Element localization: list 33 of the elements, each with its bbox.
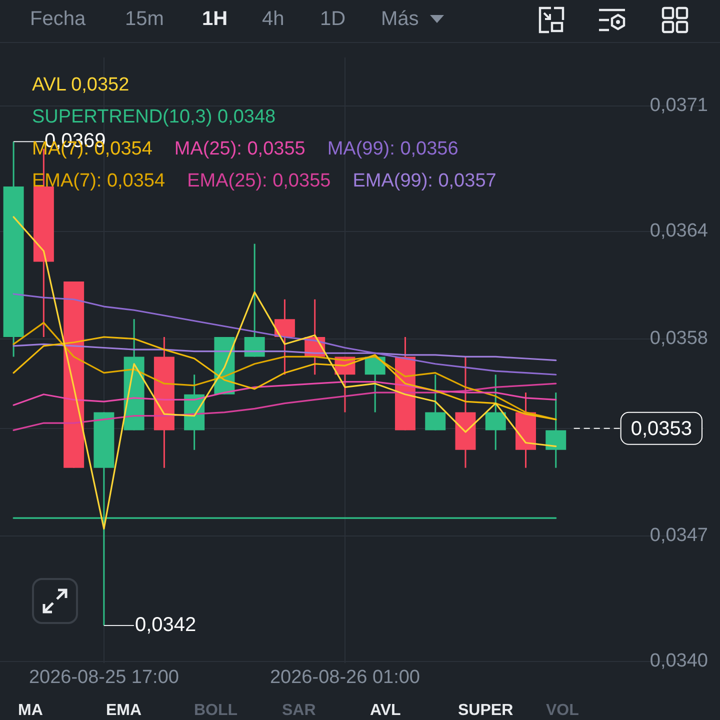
text: 1D xyxy=(320,8,346,31)
candlestick xyxy=(485,374,506,451)
text: SUPERTREND(10,3) 0,0348 xyxy=(32,106,276,128)
text: EMA(99): 0,0357 xyxy=(352,170,496,192)
text: BOLL xyxy=(194,702,238,720)
text: AVL 0,0352 xyxy=(32,74,130,96)
text: SAR xyxy=(282,702,316,720)
text: 4h xyxy=(262,8,284,31)
text: AVL xyxy=(370,702,401,720)
y-tick-label: 0,0358 xyxy=(650,328,708,350)
text: MA(99): 0,0356 xyxy=(327,138,458,160)
text: 1H xyxy=(202,8,228,31)
text: Fecha xyxy=(30,8,86,31)
candlestick xyxy=(244,243,265,358)
y-tick-label: 0,0364 xyxy=(650,220,708,242)
annotation: 0,0342 xyxy=(134,614,196,636)
ref-line-label: 0,0353 xyxy=(630,418,692,440)
y-tick-label: 0,0340 xyxy=(650,650,708,672)
text: EMA xyxy=(106,702,142,720)
candlestick xyxy=(274,298,295,376)
text: EMA(25): 0,0355 xyxy=(187,170,331,192)
text: MA(25): 0,0355 xyxy=(174,138,306,160)
text: SUPER xyxy=(458,702,514,720)
candlestick xyxy=(546,392,566,469)
candlestick xyxy=(425,374,446,431)
text: VOL xyxy=(546,702,579,720)
y-tick-label: 0,0347 xyxy=(650,525,708,546)
y-tick-label: 0,0371 xyxy=(650,95,708,116)
x-tick-label: 2026-08-26 01:00 xyxy=(270,666,420,688)
text: Más xyxy=(381,8,419,31)
text: 15m xyxy=(125,8,164,31)
x-tick-label: 2026-08-25 17:00 xyxy=(28,666,179,688)
text: MA xyxy=(18,702,43,720)
